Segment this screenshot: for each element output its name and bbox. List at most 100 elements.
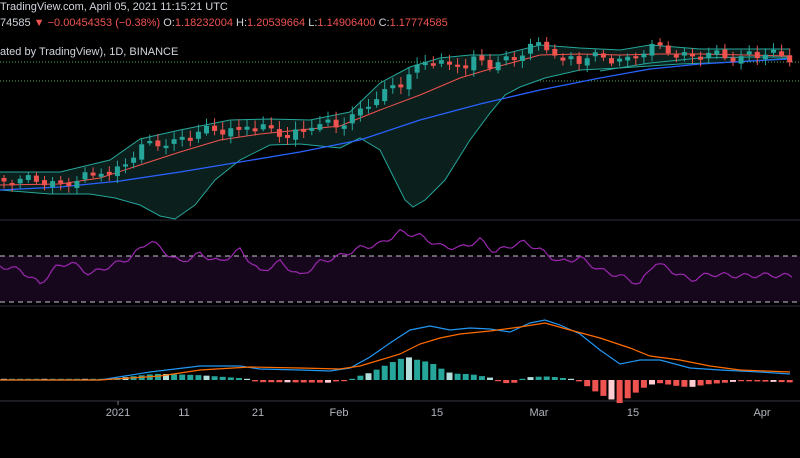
candle[interactable]: [422, 54, 428, 70]
candle[interactable]: [212, 118, 218, 136]
candle[interactable]: [673, 50, 679, 63]
candle[interactable]: [390, 77, 396, 94]
candle[interactable]: [42, 176, 47, 191]
candle[interactable]: [9, 179, 15, 192]
candle[interactable]: [260, 116, 266, 132]
candle[interactable]: [50, 176, 56, 194]
candle[interactable]: [114, 160, 120, 184]
candle[interactable]: [17, 175, 23, 189]
candle[interactable]: [657, 38, 663, 50]
candle[interactable]: [244, 118, 250, 136]
candle[interactable]: [609, 55, 614, 67]
candle[interactable]: [552, 44, 558, 59]
candle[interactable]: [625, 53, 631, 67]
candle[interactable]: [131, 151, 137, 169]
candle[interactable]: [333, 111, 339, 134]
candle[interactable]: [58, 175, 64, 191]
candle[interactable]: [536, 37, 542, 51]
candle[interactable]: [74, 176, 80, 194]
candle[interactable]: [568, 52, 574, 66]
candle[interactable]: [147, 134, 153, 146]
candle[interactable]: [746, 45, 752, 62]
candle[interactable]: [66, 177, 72, 193]
candle[interactable]: [455, 58, 461, 74]
candle[interactable]: [787, 48, 793, 67]
candle[interactable]: [220, 122, 226, 141]
candle[interactable]: [762, 48, 768, 66]
candle[interactable]: [398, 76, 404, 95]
candle[interactable]: [139, 138, 145, 164]
candle[interactable]: [438, 53, 444, 68]
candlestick-series[interactable]: [1, 37, 793, 194]
candle[interactable]: [519, 50, 525, 68]
candle[interactable]: [366, 99, 371, 114]
candle[interactable]: [268, 117, 274, 133]
candle[interactable]: [123, 158, 128, 174]
candle[interactable]: [90, 167, 96, 179]
candle[interactable]: [325, 111, 331, 127]
candle[interactable]: [1, 175, 7, 189]
candle[interactable]: [641, 49, 647, 65]
candle[interactable]: [544, 37, 550, 54]
candle[interactable]: [374, 91, 380, 108]
candle[interactable]: [754, 45, 760, 65]
candle[interactable]: [236, 119, 242, 137]
candle[interactable]: [317, 116, 323, 133]
candle[interactable]: [665, 41, 671, 56]
candle[interactable]: [98, 168, 104, 182]
candle[interactable]: [714, 45, 720, 59]
candle[interactable]: [155, 133, 161, 151]
candle[interactable]: [617, 55, 623, 67]
candle[interactable]: [447, 54, 452, 70]
candle[interactable]: [738, 50, 744, 70]
candle[interactable]: [309, 119, 315, 136]
candle[interactable]: [722, 43, 728, 61]
candle[interactable]: [471, 50, 477, 77]
candle[interactable]: [106, 166, 112, 181]
macd-pane[interactable]: [0, 319, 793, 404]
candle[interactable]: [495, 56, 501, 74]
candle[interactable]: [357, 100, 363, 122]
candle[interactable]: [487, 53, 493, 72]
candle[interactable]: [301, 120, 307, 138]
candle[interactable]: [600, 50, 606, 62]
candle[interactable]: [195, 124, 201, 143]
candle[interactable]: [479, 49, 485, 66]
candle[interactable]: [560, 53, 566, 66]
candle[interactable]: [171, 132, 177, 151]
candle[interactable]: [33, 171, 39, 185]
candle[interactable]: [690, 48, 695, 64]
candle[interactable]: [584, 54, 590, 73]
candle[interactable]: [698, 51, 704, 67]
candle[interactable]: [706, 47, 712, 64]
candle[interactable]: [430, 56, 436, 69]
candle[interactable]: [25, 171, 31, 184]
candle[interactable]: [82, 167, 88, 183]
candle[interactable]: [382, 81, 388, 105]
candle[interactable]: [633, 52, 639, 66]
candle[interactable]: [252, 120, 258, 136]
candle[interactable]: [228, 120, 234, 144]
candle[interactable]: [681, 47, 687, 62]
candle[interactable]: [204, 118, 209, 136]
candle[interactable]: [771, 43, 776, 57]
candle[interactable]: [349, 106, 355, 131]
candle[interactable]: [730, 51, 736, 67]
candle[interactable]: [592, 48, 598, 62]
candle[interactable]: [406, 67, 412, 97]
candle[interactable]: [528, 38, 533, 61]
candle[interactable]: [414, 57, 420, 79]
candle[interactable]: [179, 129, 185, 147]
candle[interactable]: [341, 117, 347, 136]
candle[interactable]: [276, 121, 282, 143]
candle[interactable]: [187, 130, 193, 147]
candle[interactable]: [779, 44, 785, 58]
time-axis[interactable]: 2021 11 21 Feb 15 Mar 15 Apr: [106, 401, 771, 419]
candle[interactable]: [511, 51, 517, 67]
price-pane[interactable]: [0, 37, 800, 220]
rsi-pane[interactable]: [0, 228, 800, 303]
candle[interactable]: [463, 58, 469, 76]
candle[interactable]: [576, 52, 582, 71]
candle[interactable]: [285, 127, 290, 145]
